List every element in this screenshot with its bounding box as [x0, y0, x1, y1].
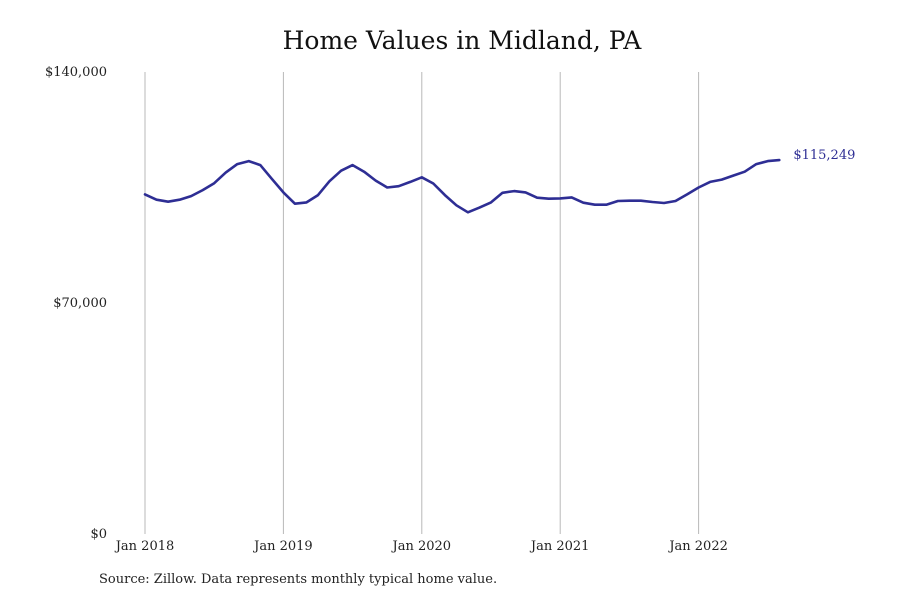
source-note: Source: Zillow. Data represents monthly …	[99, 572, 498, 587]
y-tick-label: $140,000	[45, 65, 107, 80]
x-tick-label: Jan 2020	[391, 539, 452, 554]
y-tick-label: $70,000	[53, 296, 107, 311]
x-tick-label: Jan 2022	[667, 539, 728, 554]
y-tick-label: $0	[90, 527, 107, 542]
series-line	[143, 158, 781, 214]
x-tick-label: Jan 2018	[114, 539, 175, 554]
x-tick-label: Jan 2021	[529, 539, 590, 554]
chart-title: Home Values in Midland, PA	[282, 26, 642, 55]
end-value-label: $115,249	[793, 148, 855, 163]
x-tick-label: Jan 2019	[252, 539, 313, 554]
